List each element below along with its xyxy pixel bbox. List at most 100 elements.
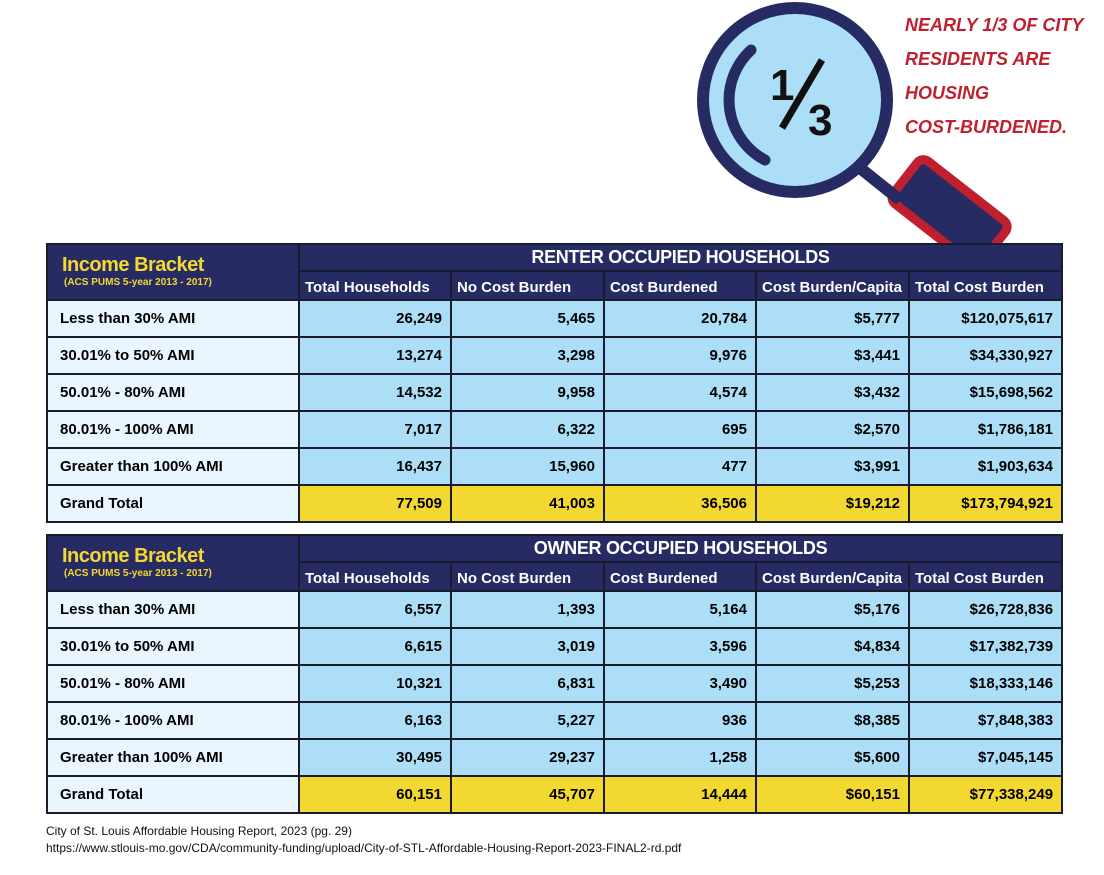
owner-table: Income Bracket (ACS PUMS 5-year 2013 - 2…: [46, 534, 1064, 814]
table-cell: $5,253: [755, 664, 910, 703]
one-third-badge: 1: [770, 61, 794, 110]
table-cell: $1,903,634: [908, 447, 1063, 486]
income-bracket-header: Income Bracket (ACS PUMS 5-year 2013 - 2…: [46, 534, 300, 592]
column-header: Cost Burden/Capita: [755, 270, 910, 301]
renter-table: Income Bracket (ACS PUMS 5-year 2013 - 2…: [46, 243, 1063, 523]
income-bracket-title: Income Bracket: [62, 254, 204, 276]
column-header: Total Cost Burden: [908, 270, 1063, 301]
renter-title: RENTER OCCUPIED HOUSEHOLDS: [298, 243, 1063, 272]
table-cell: 16,437: [298, 447, 452, 486]
table-cell: 3,298: [450, 336, 605, 375]
table-row: 80.01% - 100% AMI 7,017 6,322 695 $2,570 $1,7…: [46, 410, 1063, 449]
table-cell: $173,794,921: [908, 484, 1063, 523]
table-cell: 3,596: [603, 627, 757, 666]
table-cell: 30,495: [298, 738, 452, 777]
column-header: Cost Burdened: [603, 270, 757, 301]
source-citation: City of St. Louis Affordable Housing Rep…: [46, 824, 352, 838]
table-cell: 26,249: [298, 299, 452, 338]
row-label: 80.01% - 100% AMI: [46, 701, 300, 740]
callout-text: NEARLY 1/3 OF CITY RESIDENTS ARE HOUSING…: [905, 8, 1083, 144]
table-cell: $2,570: [755, 410, 910, 449]
table-row: 50.01% - 80% AMI 14,532 9,958 4,574 $3,432 $1…: [46, 373, 1063, 412]
table-cell: 4,574: [603, 373, 757, 412]
table-cell: $77,338,249: [907, 775, 1064, 814]
grand-total-row: Grand Total 60,151 45,707 14,444 $60,151 $77,…: [46, 775, 1064, 814]
table-cell: $5,777: [755, 299, 910, 338]
row-label: Less than 30% AMI: [46, 590, 300, 629]
column-header: Cost Burdened: [603, 561, 757, 592]
magnifying-glass-icon: 1 3: [697, 2, 1012, 270]
row-label: 80.01% - 100% AMI: [46, 410, 300, 449]
row-label: Greater than 100% AMI: [46, 738, 300, 777]
table-cell: 1,393: [450, 590, 605, 629]
table-row: Less than 30% AMI 6,557 1,393 5,164 $5,176 $2…: [46, 590, 1064, 629]
table-cell: 1,258: [603, 738, 757, 777]
table-cell: 936: [603, 701, 757, 740]
table-cell: $3,991: [755, 447, 910, 486]
row-label: Grand Total: [46, 484, 300, 523]
table-cell: 14,532: [298, 373, 452, 412]
row-label: Less than 30% AMI: [46, 299, 300, 338]
table-row: Less than 30% AMI 26,249 5,465 20,784 $5,777…: [46, 299, 1063, 338]
row-label: 30.01% to 50% AMI: [46, 336, 300, 375]
table-cell: $1,786,181: [908, 410, 1063, 449]
source-url: https://www.stlouis-mo.gov/CDA/community…: [46, 841, 682, 855]
table-cell: 6,557: [298, 590, 452, 629]
table-cell: $7,848,383: [907, 701, 1064, 740]
table-cell: $60,151: [755, 775, 910, 814]
table-row: 50.01% - 80% AMI 10,321 6,831 3,490 $5,253 $1…: [46, 664, 1064, 703]
table-cell: $7,045,145: [907, 738, 1064, 777]
table-cell: $19,212: [755, 484, 910, 523]
callout-line: NEARLY 1/3 OF CITY: [905, 15, 1084, 35]
table-cell: $15,698,562: [908, 373, 1063, 412]
owner-title: OWNER OCCUPIED HOUSEHOLDS: [297, 534, 1064, 563]
table-cell: 9,958: [450, 373, 605, 412]
table-cell: 45,707: [450, 775, 605, 814]
callout-line: RESIDENTS ARE: [905, 49, 1051, 69]
table-cell: $5,600: [755, 738, 910, 777]
income-bracket-subtitle: (ACS PUMS 5-year 2013 - 2017): [64, 568, 212, 579]
table-cell: $8,385: [755, 701, 910, 740]
column-header: No Cost Burden: [450, 561, 605, 592]
table-cell: 77,509: [298, 484, 452, 523]
income-bracket-header: Income Bracket (ACS PUMS 5-year 2013 - 2…: [46, 243, 300, 301]
row-label: Grand Total: [46, 775, 300, 814]
table-cell: 41,003: [450, 484, 605, 523]
table-cell: 20,784: [603, 299, 757, 338]
table-cell: 5,465: [450, 299, 605, 338]
table-row: 80.01% - 100% AMI 6,163 5,227 936 $8,385 $7,8…: [46, 701, 1064, 740]
table-cell: 6,322: [450, 410, 605, 449]
callout-line: HOUSING: [905, 83, 990, 103]
table-cell: 60,151: [298, 775, 452, 814]
grand-total-row: Grand Total 77,509 41,003 36,506 $19,212 $173…: [46, 484, 1063, 523]
row-label: 50.01% - 80% AMI: [46, 664, 300, 703]
table-row: 30.01% to 50% AMI 13,274 3,298 9,976 $3,441 $…: [46, 336, 1063, 375]
income-bracket-subtitle: (ACS PUMS 5-year 2013 - 2017): [64, 277, 212, 288]
source-note: City of St. Louis Affordable Housing Rep…: [46, 823, 681, 857]
table-cell: 29,237: [450, 738, 605, 777]
row-label: 30.01% to 50% AMI: [46, 627, 300, 666]
table-cell: $120,075,617: [908, 299, 1063, 338]
table-cell: $18,333,146: [907, 664, 1064, 703]
table-cell: 10,321: [298, 664, 452, 703]
table-row: 30.01% to 50% AMI 6,615 3,019 3,596 $4,834 $1…: [46, 627, 1064, 666]
table-cell: 3,490: [603, 664, 757, 703]
table-row: Greater than 100% AMI 16,437 15,960 477 $3,9…: [46, 447, 1063, 486]
row-label: 50.01% - 80% AMI: [46, 373, 300, 412]
column-header: Total Households: [298, 270, 452, 301]
table-cell: $17,382,739: [907, 627, 1064, 666]
table-cell: 695: [603, 410, 757, 449]
table-cell: 15,960: [450, 447, 605, 486]
table-cell: $3,441: [755, 336, 910, 375]
table-cell: 7,017: [298, 410, 452, 449]
table-cell: 477: [603, 447, 757, 486]
table-cell: $34,330,927: [908, 336, 1063, 375]
column-header: Total Households: [298, 561, 452, 592]
column-header: No Cost Burden: [450, 270, 605, 301]
table-cell: $3,432: [755, 373, 910, 412]
table-cell: 9,976: [603, 336, 757, 375]
table-cell: 14,444: [603, 775, 757, 814]
table-cell: 6,163: [298, 701, 452, 740]
table-cell: 6,831: [450, 664, 605, 703]
table-cell: $4,834: [755, 627, 910, 666]
